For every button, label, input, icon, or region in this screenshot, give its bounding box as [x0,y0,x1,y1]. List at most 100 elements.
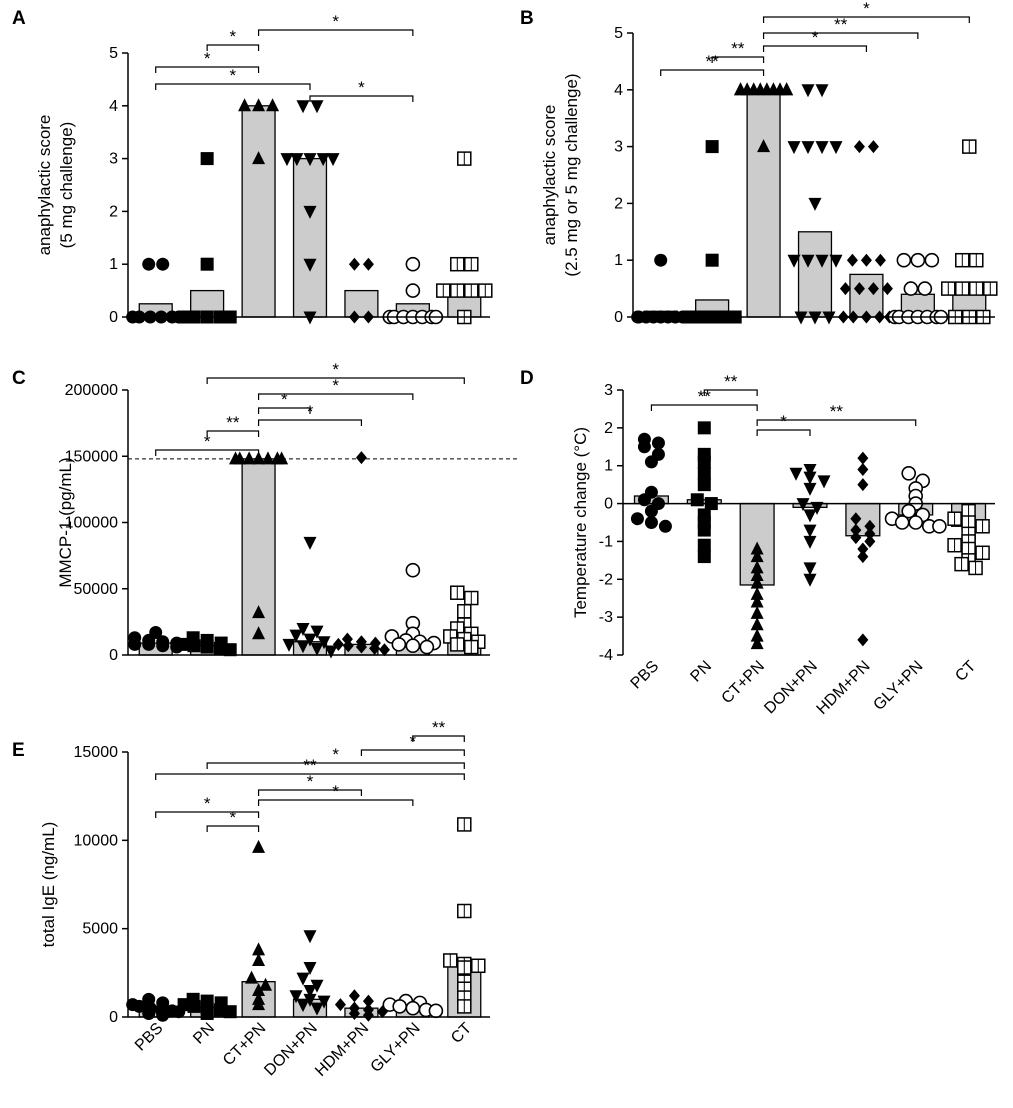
y-tick-label: 4 [614,82,623,99]
significance-bracket: * [257,402,363,426]
significance-bracket: ** [206,413,260,437]
data-point [850,523,862,537]
significance-bracket: ** [660,52,765,76]
bar-ct-pn [746,89,781,318]
data-point [245,970,259,984]
category-label: PBS [132,1020,167,1055]
data-point [637,440,651,454]
data-point [252,942,266,956]
bar-ct-pn [241,105,276,318]
data-point [651,436,665,450]
data-point [697,523,711,537]
y-axis-label-line: (5 mg challenge) [57,122,76,249]
data-point [303,633,317,647]
data-point [317,636,331,650]
data-point [705,253,719,267]
category-label-text: CT+PN [220,1020,269,1069]
bar-hdm-pn [849,273,884,318]
data-point [815,141,829,155]
data-point [296,100,310,114]
y-tick-label: 3 [604,382,613,399]
y-tick-label: 0 [109,1009,118,1026]
data-point [405,562,421,578]
significance-bracket: * [257,772,363,796]
data-point [803,482,817,496]
data-point [846,253,858,267]
data-point [750,617,764,631]
data-point [200,152,214,166]
bracket-line [206,377,465,384]
data-point [259,977,273,991]
panel-B: B 0 1 2 3 4 5 anaphylactic score (2.5 mg or 5 mg… [520,0,998,326]
y-axis-label-line: anaphylactic score [35,115,54,256]
data-point [303,258,317,272]
significance-label: * [204,49,211,68]
category-label-text: HDM+PN [312,1020,372,1080]
significance-label: ** [698,387,712,406]
data-point [697,538,711,552]
data-point [252,983,266,996]
data-point [213,641,227,655]
data-point [296,999,310,1013]
y-tick-label: 0 [614,309,623,326]
y-axis-label: MMCP-1 (pg/mL) [56,457,75,587]
data-point [697,455,711,469]
significance-label: ** [731,39,745,58]
y-tick-label: -4 [599,647,613,664]
significance-label: * [863,0,870,18]
data-point [697,478,711,492]
significance-bracket: ** [711,39,765,63]
y-tick-label: 0 [109,309,118,326]
data-point [310,979,324,993]
significance-bracket: * [206,27,260,51]
data-point [252,997,266,1011]
bracket-line [257,393,414,400]
data-point [750,568,764,581]
data-point [316,153,330,167]
category-label-text: PN [190,1020,218,1048]
data-point [750,605,764,619]
data-point [275,451,289,465]
data-point [901,465,917,481]
data-point [924,252,940,268]
data-point [261,451,275,465]
bracket-line [257,407,311,414]
significance-bracket: * [257,782,414,806]
data-point [252,839,266,853]
data-point [348,257,360,271]
category-label-text: GLY+PN [368,1020,424,1076]
data-point [362,994,374,1008]
data-point [303,311,317,325]
bracket-line [756,419,917,426]
data-point [903,281,919,296]
significance-label: * [780,412,787,431]
y-tick-label: 3 [109,151,118,168]
y-axis-label: anaphylactic score (5 mg challenge) [35,115,76,256]
data-point [857,463,869,476]
data-point [829,141,843,155]
y-tick-label: 1 [109,256,118,273]
significance-label: * [307,402,314,421]
data-point [310,1002,324,1016]
data-point [850,512,862,526]
significance-bracket: * [155,432,260,456]
y-tick-label: 0 [109,647,118,664]
data-point [644,516,658,529]
data-point [853,140,865,154]
bar-don-pn [292,157,328,318]
data-point [213,1003,227,1017]
data-point [803,471,817,485]
significance-bracket: * [257,390,311,414]
data-point [829,254,843,268]
bar-ct-pn [241,458,276,656]
y-tick-label: 1 [614,252,623,269]
category-label-text: GLY+PN [870,658,926,714]
data-point [864,519,876,533]
y-tick-label: 10000 [74,832,119,849]
significance-bracket: * [155,66,311,90]
bar-hdm-pn [845,502,881,537]
category-label: HDM+PN [814,658,874,718]
y-tick-label: -2 [599,571,613,588]
category-label-text: CT [952,658,979,685]
